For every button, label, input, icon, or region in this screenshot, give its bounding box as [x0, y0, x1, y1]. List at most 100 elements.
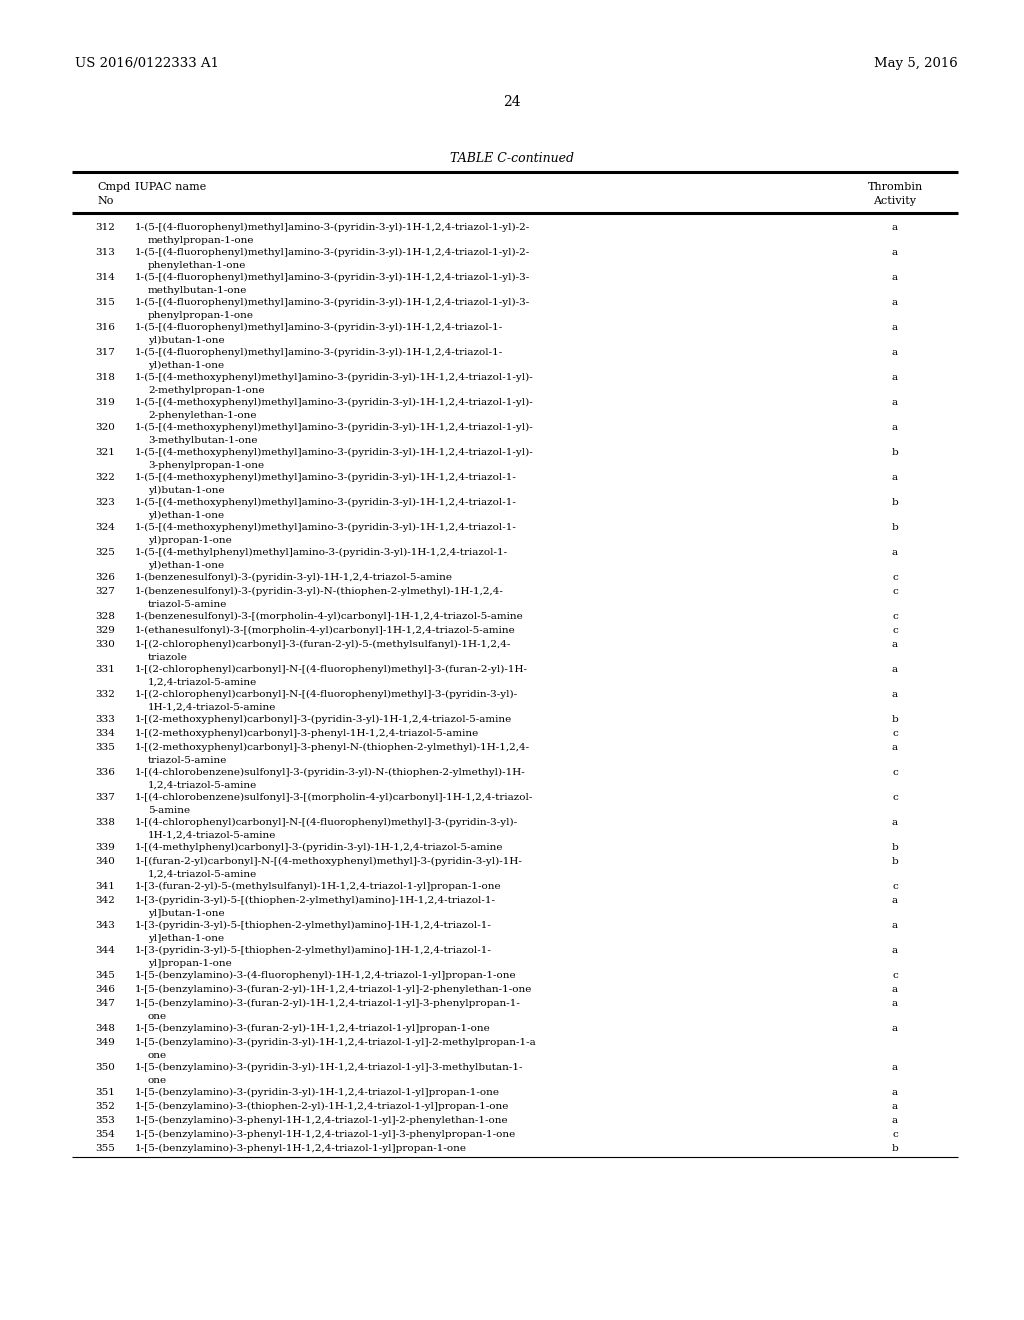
Text: b: b	[892, 523, 898, 532]
Text: 346: 346	[95, 985, 115, 994]
Text: yl)propan-1-one: yl)propan-1-one	[148, 536, 231, 545]
Text: 1-[3-(furan-2-yl)-5-(methylsulfanyl)-1H-1,2,4-triazol-1-yl]propan-1-one: 1-[3-(furan-2-yl)-5-(methylsulfanyl)-1H-…	[135, 882, 502, 891]
Text: one: one	[148, 1076, 167, 1085]
Text: 338: 338	[95, 818, 115, 828]
Text: 348: 348	[95, 1024, 115, 1034]
Text: 1-(5-[(4-methoxyphenyl)methyl]amino-3-(pyridin-3-yl)-1H-1,2,4-triazol-1-yl)-: 1-(5-[(4-methoxyphenyl)methyl]amino-3-(p…	[135, 374, 534, 381]
Text: a: a	[892, 273, 898, 282]
Text: 1-[5-(benzylamino)-3-(pyridin-3-yl)-1H-1,2,4-triazol-1-yl]-2-methylpropan-1-a: 1-[5-(benzylamino)-3-(pyridin-3-yl)-1H-1…	[135, 1038, 537, 1047]
Text: 337: 337	[95, 793, 115, 803]
Text: 1-[5-(benzylamino)-3-phenyl-1H-1,2,4-triazol-1-yl]-2-phenylethan-1-one: 1-[5-(benzylamino)-3-phenyl-1H-1,2,4-tri…	[135, 1115, 509, 1125]
Text: 314: 314	[95, 273, 115, 282]
Text: 318: 318	[95, 374, 115, 381]
Text: 315: 315	[95, 298, 115, 308]
Text: 341: 341	[95, 882, 115, 891]
Text: 1-[(2-chlorophenyl)carbonyl]-3-(furan-2-yl)-5-(methylsulfanyl)-1H-1,2,4-: 1-[(2-chlorophenyl)carbonyl]-3-(furan-2-…	[135, 640, 511, 649]
Text: phenylethan-1-one: phenylethan-1-one	[148, 261, 247, 271]
Text: 333: 333	[95, 715, 115, 723]
Text: triazol-5-amine: triazol-5-amine	[148, 756, 227, 766]
Text: 1-(5-[(4-methylphenyl)methyl]amino-3-(pyridin-3-yl)-1H-1,2,4-triazol-1-: 1-(5-[(4-methylphenyl)methyl]amino-3-(py…	[135, 548, 508, 557]
Text: c: c	[892, 768, 898, 777]
Text: 312: 312	[95, 223, 115, 232]
Text: 1-[5-(benzylamino)-3-(furan-2-yl)-1H-1,2,4-triazol-1-yl]-3-phenylpropan-1-: 1-[5-(benzylamino)-3-(furan-2-yl)-1H-1,2…	[135, 999, 521, 1008]
Text: May 5, 2016: May 5, 2016	[874, 57, 958, 70]
Text: 1-(5-[(4-fluorophenyl)methyl]amino-3-(pyridin-3-yl)-1H-1,2,4-triazol-1-yl)-3-: 1-(5-[(4-fluorophenyl)methyl]amino-3-(py…	[135, 298, 530, 308]
Text: 345: 345	[95, 972, 115, 979]
Text: b: b	[892, 498, 898, 507]
Text: 3-methylbutan-1-one: 3-methylbutan-1-one	[148, 436, 257, 445]
Text: yl)butan-1-one: yl)butan-1-one	[148, 337, 224, 345]
Text: 349: 349	[95, 1038, 115, 1047]
Text: 1-[5-(benzylamino)-3-(pyridin-3-yl)-1H-1,2,4-triazol-1-yl]propan-1-one: 1-[5-(benzylamino)-3-(pyridin-3-yl)-1H-1…	[135, 1088, 500, 1097]
Text: 328: 328	[95, 612, 115, 620]
Text: 316: 316	[95, 323, 115, 333]
Text: 1-[5-(benzylamino)-3-phenyl-1H-1,2,4-triazol-1-yl]propan-1-one: 1-[5-(benzylamino)-3-phenyl-1H-1,2,4-tri…	[135, 1144, 467, 1154]
Text: 320: 320	[95, 422, 115, 432]
Text: 340: 340	[95, 857, 115, 866]
Text: a: a	[892, 1063, 898, 1072]
Text: b: b	[892, 1144, 898, 1152]
Text: 1,2,4-triazol-5-amine: 1,2,4-triazol-5-amine	[148, 781, 257, 789]
Text: 335: 335	[95, 743, 115, 752]
Text: methylbutan-1-one: methylbutan-1-one	[148, 286, 248, 294]
Text: US 2016/0122333 A1: US 2016/0122333 A1	[75, 57, 219, 70]
Text: 1-(5-[(4-fluorophenyl)methyl]amino-3-(pyridin-3-yl)-1H-1,2,4-triazol-1-yl)-2-: 1-(5-[(4-fluorophenyl)methyl]amino-3-(py…	[135, 223, 530, 232]
Text: 1-[5-(benzylamino)-3-(furan-2-yl)-1H-1,2,4-triazol-1-yl]propan-1-one: 1-[5-(benzylamino)-3-(furan-2-yl)-1H-1,2…	[135, 1024, 490, 1034]
Text: 1-[(2-methoxyphenyl)carbonyl]-3-phenyl-1H-1,2,4-triazol-5-amine: 1-[(2-methoxyphenyl)carbonyl]-3-phenyl-1…	[135, 729, 479, 738]
Text: a: a	[892, 473, 898, 482]
Text: 329: 329	[95, 626, 115, 635]
Text: 1-[5-(benzylamino)-3-(thiophen-2-yl)-1H-1,2,4-triazol-1-yl]propan-1-one: 1-[5-(benzylamino)-3-(thiophen-2-yl)-1H-…	[135, 1102, 509, 1111]
Text: 350: 350	[95, 1063, 115, 1072]
Text: 1-[5-(benzylamino)-3-(furan-2-yl)-1H-1,2,4-triazol-1-yl]-2-phenylethan-1-one: 1-[5-(benzylamino)-3-(furan-2-yl)-1H-1,2…	[135, 985, 532, 994]
Text: 1-[3-(pyridin-3-yl)-5-[(thiophen-2-ylmethyl)amino]-1H-1,2,4-triazol-1-: 1-[3-(pyridin-3-yl)-5-[(thiophen-2-ylmet…	[135, 896, 496, 906]
Text: a: a	[892, 1102, 898, 1111]
Text: triazol-5-amine: triazol-5-amine	[148, 601, 227, 609]
Text: 326: 326	[95, 573, 115, 582]
Text: a: a	[892, 223, 898, 232]
Text: 1-(5-[(4-fluorophenyl)methyl]amino-3-(pyridin-3-yl)-1H-1,2,4-triazol-1-yl)-2-: 1-(5-[(4-fluorophenyl)methyl]amino-3-(py…	[135, 248, 530, 257]
Text: 339: 339	[95, 843, 115, 851]
Text: b: b	[892, 857, 898, 866]
Text: 327: 327	[95, 587, 115, 597]
Text: 347: 347	[95, 999, 115, 1008]
Text: one: one	[148, 1051, 167, 1060]
Text: 1-[(2-methoxyphenyl)carbonyl]-3-phenyl-N-(thiophen-2-ylmethyl)-1H-1,2,4-: 1-[(2-methoxyphenyl)carbonyl]-3-phenyl-N…	[135, 743, 530, 752]
Text: 331: 331	[95, 665, 115, 675]
Text: c: c	[892, 1130, 898, 1139]
Text: 324: 324	[95, 523, 115, 532]
Text: TABLE C-continued: TABLE C-continued	[450, 152, 574, 165]
Text: 1H-1,2,4-triazol-5-amine: 1H-1,2,4-triazol-5-amine	[148, 832, 276, 840]
Text: yl)ethan-1-one: yl)ethan-1-one	[148, 360, 224, 370]
Text: a: a	[892, 548, 898, 557]
Text: 1-(benzenesulfonyl)-3-[(morpholin-4-yl)carbonyl]-1H-1,2,4-triazol-5-amine: 1-(benzenesulfonyl)-3-[(morpholin-4-yl)c…	[135, 612, 523, 622]
Text: a: a	[892, 999, 898, 1008]
Text: one: one	[148, 1012, 167, 1020]
Text: 343: 343	[95, 921, 115, 931]
Text: 352: 352	[95, 1102, 115, 1111]
Text: 354: 354	[95, 1130, 115, 1139]
Text: a: a	[892, 818, 898, 828]
Text: 1-(benzenesulfonyl)-3-(pyridin-3-yl)-1H-1,2,4-triazol-5-amine: 1-(benzenesulfonyl)-3-(pyridin-3-yl)-1H-…	[135, 573, 453, 582]
Text: 313: 313	[95, 248, 115, 257]
Text: 1-(5-[(4-methoxyphenyl)methyl]amino-3-(pyridin-3-yl)-1H-1,2,4-triazol-1-: 1-(5-[(4-methoxyphenyl)methyl]amino-3-(p…	[135, 498, 517, 507]
Text: 353: 353	[95, 1115, 115, 1125]
Text: b: b	[892, 447, 898, 457]
Text: Thrombin: Thrombin	[867, 182, 923, 191]
Text: a: a	[892, 640, 898, 649]
Text: 1-(ethanesulfonyl)-3-[(morpholin-4-yl)carbonyl]-1H-1,2,4-triazol-5-amine: 1-(ethanesulfonyl)-3-[(morpholin-4-yl)ca…	[135, 626, 516, 635]
Text: a: a	[892, 422, 898, 432]
Text: c: c	[892, 882, 898, 891]
Text: 1-(5-[(4-methoxyphenyl)methyl]amino-3-(pyridin-3-yl)-1H-1,2,4-triazol-1-yl)-: 1-(5-[(4-methoxyphenyl)methyl]amino-3-(p…	[135, 399, 534, 407]
Text: yl]butan-1-one: yl]butan-1-one	[148, 909, 224, 917]
Text: a: a	[892, 1024, 898, 1034]
Text: a: a	[892, 690, 898, 700]
Text: 321: 321	[95, 447, 115, 457]
Text: 342: 342	[95, 896, 115, 906]
Text: 1-(5-[(4-fluorophenyl)methyl]amino-3-(pyridin-3-yl)-1H-1,2,4-triazol-1-yl)-3-: 1-(5-[(4-fluorophenyl)methyl]amino-3-(py…	[135, 273, 530, 282]
Text: a: a	[892, 896, 898, 906]
Text: 1-[5-(benzylamino)-3-(4-fluorophenyl)-1H-1,2,4-triazol-1-yl]propan-1-one: 1-[5-(benzylamino)-3-(4-fluorophenyl)-1H…	[135, 972, 517, 981]
Text: a: a	[892, 399, 898, 407]
Text: 1-(benzenesulfonyl)-3-(pyridin-3-yl)-N-(thiophen-2-ylmethyl)-1H-1,2,4-: 1-(benzenesulfonyl)-3-(pyridin-3-yl)-N-(…	[135, 587, 504, 597]
Text: 325: 325	[95, 548, 115, 557]
Text: a: a	[892, 248, 898, 257]
